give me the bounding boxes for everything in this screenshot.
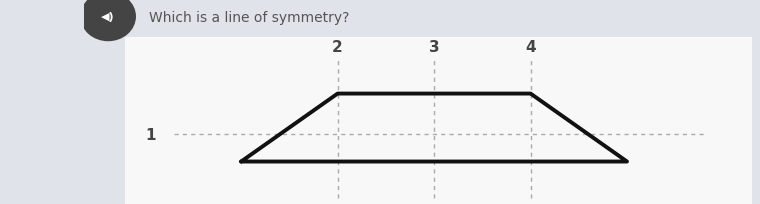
Circle shape — [81, 0, 135, 41]
Text: 1: 1 — [146, 127, 157, 142]
FancyBboxPatch shape — [121, 35, 757, 204]
Text: 2: 2 — [332, 40, 343, 55]
Text: ◀): ◀) — [101, 12, 115, 22]
Text: 4: 4 — [525, 40, 536, 55]
Text: Which is a line of symmetry?: Which is a line of symmetry? — [149, 11, 349, 25]
Text: 3: 3 — [429, 40, 439, 55]
